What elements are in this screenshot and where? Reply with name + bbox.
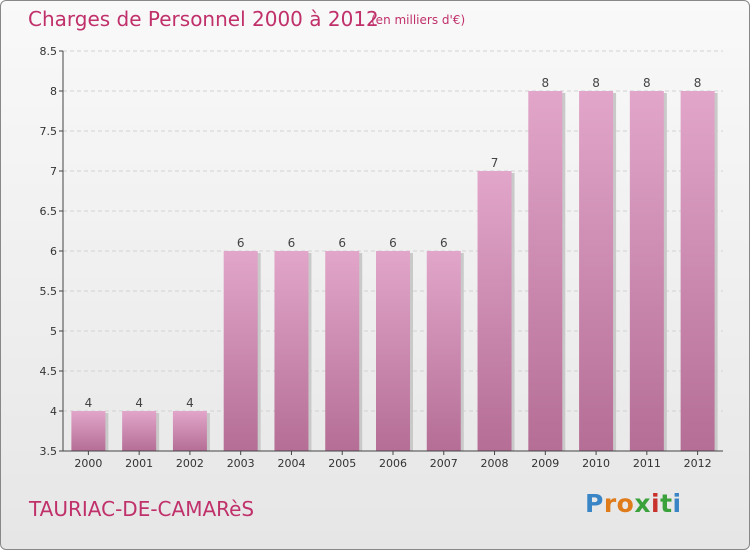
bar [71, 411, 106, 451]
y-tick-label: 8.5 [40, 45, 58, 58]
y-tick-label: 6 [50, 245, 57, 258]
bar [629, 91, 664, 451]
data-label: 8 [643, 76, 651, 90]
data-label: 4 [186, 396, 194, 410]
data-label: 6 [440, 236, 448, 250]
data-label: 8 [592, 76, 600, 90]
data-label: 4 [85, 396, 93, 410]
bar [680, 91, 715, 451]
data-label: 4 [135, 396, 143, 410]
y-tick-label: 8 [50, 85, 57, 98]
y-tick-label: 7.5 [40, 125, 58, 138]
bar [122, 411, 157, 451]
y-tick-label: 4 [50, 405, 57, 418]
x-tick-label: 2007 [430, 457, 458, 470]
x-tick-label: 2000 [74, 457, 102, 470]
y-tick-label: 4.5 [40, 365, 58, 378]
bar [274, 251, 309, 451]
data-label: 6 [338, 236, 346, 250]
y-tick-label: 7 [50, 165, 57, 178]
bar [376, 251, 410, 451]
x-tick-label: 2002 [176, 457, 204, 470]
town-name: TAURIAC-DE-CAMARèS [29, 497, 255, 521]
bar [579, 91, 614, 451]
chart-subtitle: (en milliers d'€) [371, 13, 466, 27]
data-label: 6 [389, 236, 397, 250]
x-tick-label: 2012 [684, 457, 712, 470]
y-tick-label: 6.5 [40, 205, 58, 218]
bar [477, 171, 512, 451]
x-tick-label: 2008 [481, 457, 509, 470]
data-label: 8 [694, 76, 702, 90]
y-tick-label: 3.5 [40, 445, 58, 458]
bar [528, 91, 563, 451]
x-tick-label: 2011 [633, 457, 661, 470]
x-tick-label: 2009 [531, 457, 559, 470]
x-tick-label: 2001 [125, 457, 153, 470]
chart-title: Charges de Personnel 2000 à 2012 [28, 7, 379, 31]
bar [325, 251, 360, 451]
data-label: 7 [491, 156, 499, 170]
data-label: 6 [237, 236, 245, 250]
y-tick-label: 5 [50, 325, 57, 338]
bar [172, 411, 207, 451]
proxiti-logo[interactable]: Proxiti [585, 489, 682, 518]
bar [223, 251, 258, 451]
x-tick-label: 2003 [227, 457, 255, 470]
data-label: 6 [288, 236, 296, 250]
x-tick-label: 2006 [379, 457, 407, 470]
data-label: 8 [541, 76, 549, 90]
bar [426, 251, 461, 451]
x-tick-label: 2004 [277, 457, 305, 470]
x-tick-label: 2010 [582, 457, 610, 470]
x-tick-label: 2005 [328, 457, 356, 470]
y-tick-label: 5.5 [40, 285, 58, 298]
